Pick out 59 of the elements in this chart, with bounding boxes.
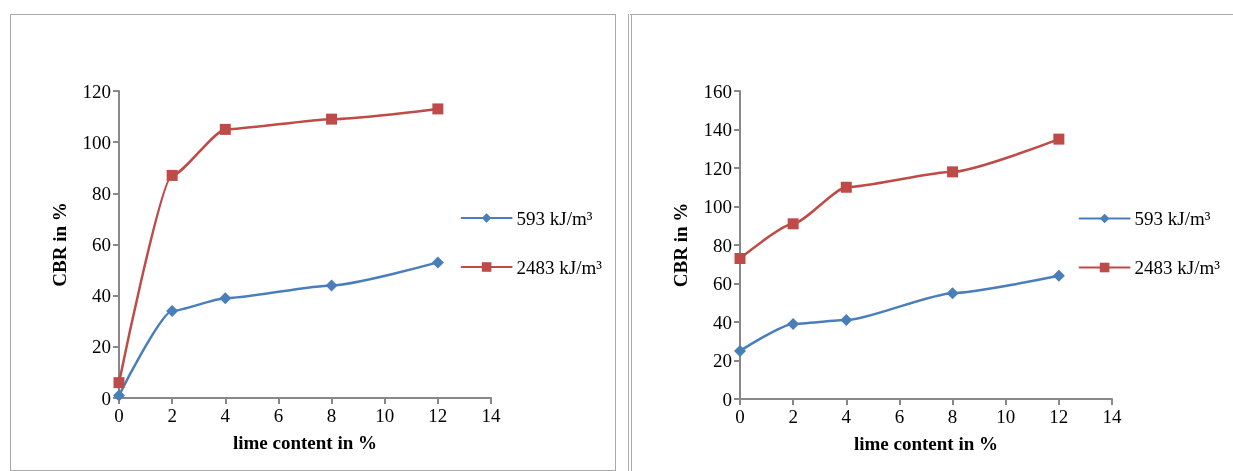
x-tick-label: 4 — [841, 406, 852, 427]
y-tick-label: 120 — [82, 80, 111, 102]
x-tick-label: 12 — [428, 405, 448, 426]
x-tick-label: 2 — [167, 405, 177, 426]
point — [113, 377, 125, 389]
x-tick-label: 10 — [375, 405, 395, 426]
x-tick-label: 6 — [273, 405, 284, 426]
x-tick-label: 0 — [114, 405, 124, 426]
point — [219, 123, 231, 135]
y-tick-label: 40 — [92, 285, 111, 307]
y-tick-label: 0 — [101, 387, 111, 409]
x-tick-label: 8 — [947, 406, 958, 427]
y-tick-label: 40 — [713, 311, 732, 333]
point — [325, 279, 338, 292]
y-tick-label: 80 — [713, 234, 732, 256]
point — [166, 305, 179, 318]
y-tick-label: 140 — [703, 119, 732, 140]
y-axis-title: CBR in % — [49, 202, 70, 287]
x-axis-title: lime content in % — [853, 433, 999, 454]
point — [431, 256, 444, 269]
point — [1053, 133, 1065, 145]
point — [113, 389, 125, 402]
x-tick-label: 2 — [788, 406, 798, 427]
y-tick-label: 80 — [92, 182, 111, 204]
x-tick-label: 0 — [735, 406, 745, 427]
point — [734, 344, 746, 357]
y-tick-label: 120 — [703, 157, 732, 179]
point — [1052, 269, 1065, 282]
y-tick-label: 60 — [713, 273, 732, 294]
y-tick-label: 60 — [92, 234, 111, 255]
legend-label: 2483 kJ/m³ — [1134, 257, 1221, 278]
x-axis-title: lime content in % — [232, 432, 378, 453]
legend-label: 593 kJ/m³ — [516, 207, 593, 229]
point — [734, 252, 746, 264]
point — [840, 314, 853, 327]
y-tick-label: 160 — [703, 80, 732, 102]
y-tick-label: 20 — [713, 350, 732, 371]
legend-label: 593 kJ/m³ — [1134, 208, 1211, 229]
y-axis-title: CBR in % — [670, 202, 691, 288]
x-tick-label: 4 — [220, 405, 231, 426]
x-tick-label: 6 — [894, 406, 905, 427]
x-tick-label: 10 — [996, 406, 1016, 427]
y-tick-label: 20 — [92, 336, 111, 358]
point — [840, 181, 852, 193]
y-tick-label: 100 — [703, 196, 732, 217]
y-tick-label: 100 — [82, 131, 111, 153]
x-tick-label: 14 — [1102, 406, 1122, 427]
point — [946, 287, 959, 300]
x-tick-label: 14 — [481, 405, 501, 426]
x-tick-label: 12 — [1049, 406, 1069, 427]
point — [787, 218, 799, 230]
point — [947, 166, 959, 178]
point — [219, 292, 232, 305]
y-tick-label: 0 — [722, 388, 732, 410]
legend-label: 2483 kJ/m³ — [516, 256, 603, 278]
x-tick-label: 8 — [326, 405, 337, 426]
point — [166, 169, 178, 181]
point — [326, 113, 338, 125]
point — [432, 103, 444, 115]
